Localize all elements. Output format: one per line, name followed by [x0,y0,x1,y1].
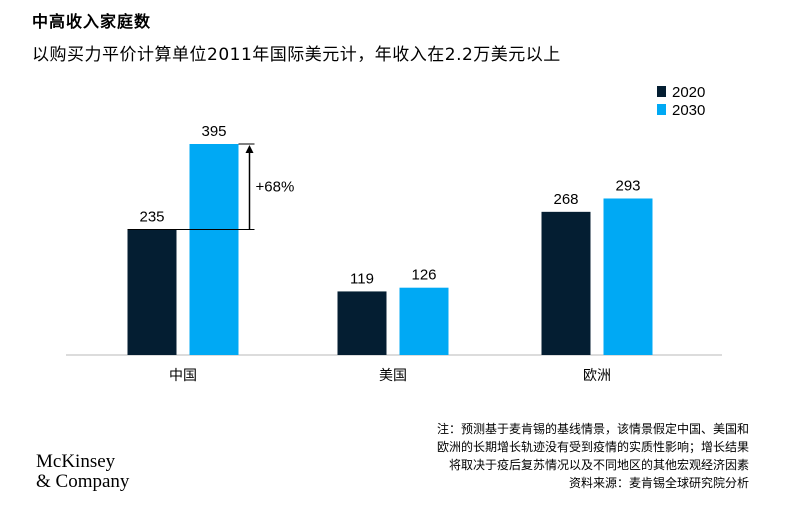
legend-label: 2020 [672,84,705,101]
chart-subtitle: 以购买力平价计算单位2011年国际美元计，年收入在2.2万美元以上 [32,45,561,65]
data-label: 119 [350,270,374,287]
legend-swatch-2030 [657,104,666,115]
legend-label: 2030 [672,102,705,119]
bar-2030 [603,198,653,355]
footnote-line: 注：预测基于麦肯锡的基线情景，该情景假定中国、美国和 [436,422,749,436]
legend-swatch-2020 [657,86,666,97]
bar-2020 [127,229,177,355]
footnote: 注：预测基于麦肯锡的基线情景，该情景假定中国、美国和 欧洲的长期增长轨迹没有受到… [329,420,749,492]
logo-line-2: & Company [36,471,130,492]
bar-2020 [541,211,591,355]
footnote-source: 资料来源：麦肯锡全球研究院分析 [568,476,749,490]
data-label: 395 [201,123,226,140]
growth-annotation: +68% [256,179,295,196]
chart-title: 中高收入家庭数 [32,12,152,31]
data-label: 126 [411,267,436,284]
logo-line-1: McKinsey [36,451,116,472]
growth-arrowhead-icon [245,145,254,153]
bar-2030 [399,287,449,355]
bar-2020 [337,291,387,355]
footnote-line: 欧洲的长期增长轨迹没有受到疫情的实质性影响；增长结果 [436,440,749,454]
x-tick-label: 美国 [379,367,407,383]
mckinsey-logo: McKinsey & Company [36,452,129,492]
data-label: 235 [139,208,164,225]
data-label: 268 [553,191,578,208]
data-label: 293 [615,177,640,194]
bar-2030 [189,144,239,355]
x-tick-label: 欧洲 [583,367,611,383]
x-tick-label: 中国 [169,367,197,383]
footnote-line: 将取决于疫后复苏情况以及不同地区的其他宏观经济因素 [448,458,749,472]
